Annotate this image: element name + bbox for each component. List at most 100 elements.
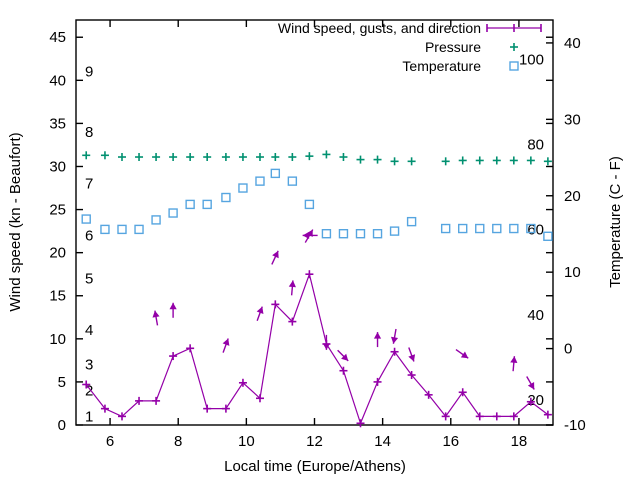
pressure-point xyxy=(356,155,365,164)
wind-direction-arrow-5 xyxy=(288,280,296,296)
wind-speed-point xyxy=(407,371,416,380)
pressure-point xyxy=(82,151,91,160)
pressure-point xyxy=(526,156,535,165)
x-tick-label-6: 18 xyxy=(511,433,528,450)
data-layer xyxy=(81,150,553,428)
wind-speed-point xyxy=(509,412,518,421)
wind-direction-arrow-15 xyxy=(526,376,535,390)
temperature-point xyxy=(270,168,281,179)
wind-speed-point xyxy=(169,352,178,361)
temperature-point xyxy=(134,224,144,235)
pressure-point xyxy=(458,156,467,165)
pressure-point xyxy=(305,152,314,161)
wind-speed-point xyxy=(424,390,433,399)
wind-direction-arrow-1 xyxy=(169,302,177,318)
wind-speed-point xyxy=(271,300,280,309)
beaufort-label-6: 6 xyxy=(85,227,93,244)
y-right-tick-label-3: 20 xyxy=(564,188,581,205)
y-right-tick-label-1: 0 xyxy=(564,341,572,358)
pressure-point xyxy=(221,153,230,162)
wind-direction-arrow-10 xyxy=(373,332,382,348)
legend-label-0: Wind speed, gusts, and direction xyxy=(278,20,481,36)
temperature-point xyxy=(221,192,231,203)
wind-speed-point xyxy=(305,270,314,279)
x-tick-label-1: 8 xyxy=(174,433,182,450)
legend-label-1: Pressure xyxy=(425,39,481,55)
legend-entry-2[interactable]: Temperature xyxy=(402,58,519,74)
temperature-point xyxy=(255,176,265,186)
pressure-point xyxy=(441,157,450,166)
y-right-tick-label-4: 30 xyxy=(564,111,581,128)
temperature-point xyxy=(509,223,519,234)
temperature-point xyxy=(458,223,468,234)
pressure-point xyxy=(100,151,109,160)
pressure-point xyxy=(475,156,484,165)
pressure-point xyxy=(543,157,552,166)
y-left-tick-label-5: 25 xyxy=(49,202,66,219)
arrow-head xyxy=(510,356,518,364)
temperature-point xyxy=(543,231,553,241)
arrow-head xyxy=(460,351,469,359)
pressure-point xyxy=(238,153,247,162)
y-right-tick-label-0: -10 xyxy=(564,417,586,434)
x-tick-label-4: 14 xyxy=(374,433,391,450)
temperature-point xyxy=(238,183,248,193)
wind-speed-line xyxy=(85,272,549,426)
wind-direction-arrow-9 xyxy=(337,349,349,362)
wind-speed-point xyxy=(492,412,501,421)
fahrenheit-label-100: 100 xyxy=(519,52,544,69)
arrow-head xyxy=(322,343,331,350)
fahrenheit-label-80: 80 xyxy=(527,137,544,154)
y-left-tick-label-4: 20 xyxy=(49,245,66,262)
y-left-tick-label-3: 15 xyxy=(49,288,66,305)
beaufort-label-5: 5 xyxy=(85,271,93,288)
wind-speed-point xyxy=(373,377,382,386)
temperature-point xyxy=(338,229,349,239)
wind-direction-arrow-0 xyxy=(152,310,160,326)
wind-speed-point xyxy=(100,404,109,413)
arrow-head xyxy=(272,250,279,259)
wind-speed-point xyxy=(186,344,195,353)
temperature-point xyxy=(287,176,298,186)
temperature-point xyxy=(100,224,110,235)
temperature-point xyxy=(355,229,366,239)
y-right-tick-label-2: 10 xyxy=(564,264,581,281)
wind-speed-point xyxy=(203,404,212,413)
wind-direction-arrow-8 xyxy=(322,334,331,350)
wind-speed-point xyxy=(152,396,161,405)
temperature-point xyxy=(389,226,400,236)
temperature-point xyxy=(304,199,315,210)
legend-entry-1[interactable]: Pressure xyxy=(425,39,518,55)
beaufort-label-9: 9 xyxy=(85,64,93,81)
pressure-point xyxy=(117,153,126,162)
fahrenheit-label-60: 60 xyxy=(527,221,544,238)
arrow-head xyxy=(390,336,399,344)
pressure-point xyxy=(322,150,331,159)
y-left-tick-label-6: 30 xyxy=(49,158,66,175)
label-layer: Local time (Europe/Athens) Wind speed (kn… xyxy=(7,132,624,475)
y-left-tick-label-2: 10 xyxy=(49,331,66,348)
pressure-point xyxy=(255,153,264,162)
pressure-point xyxy=(492,156,501,165)
x-axis-title: Local time (Europe/Athens) xyxy=(224,458,406,475)
y-left-axis-title: Wind speed (kn - Beaufort) xyxy=(7,132,24,311)
pressure-point xyxy=(135,153,144,162)
temperature-point xyxy=(117,224,127,235)
wind-speed-point xyxy=(339,366,348,375)
wind-speed-point xyxy=(526,397,535,406)
temperature-point xyxy=(185,199,195,210)
temperature-point xyxy=(406,216,417,227)
temperature-point xyxy=(81,214,91,224)
temperature-point xyxy=(372,229,383,239)
beaufort-label-7: 7 xyxy=(85,176,93,193)
pressure-point xyxy=(339,153,348,162)
wind-direction-arrow-4 xyxy=(271,250,279,265)
legend-entry-0[interactable]: Wind speed, gusts, and direction xyxy=(278,20,542,36)
wind-direction-arrow-7 xyxy=(302,231,318,240)
temperature-point xyxy=(202,199,212,210)
arrow-head xyxy=(169,302,177,310)
temperature-point xyxy=(440,223,451,234)
wind-speed-point xyxy=(441,412,450,421)
wind-speed-point xyxy=(82,380,91,389)
arrow-head xyxy=(373,332,382,339)
